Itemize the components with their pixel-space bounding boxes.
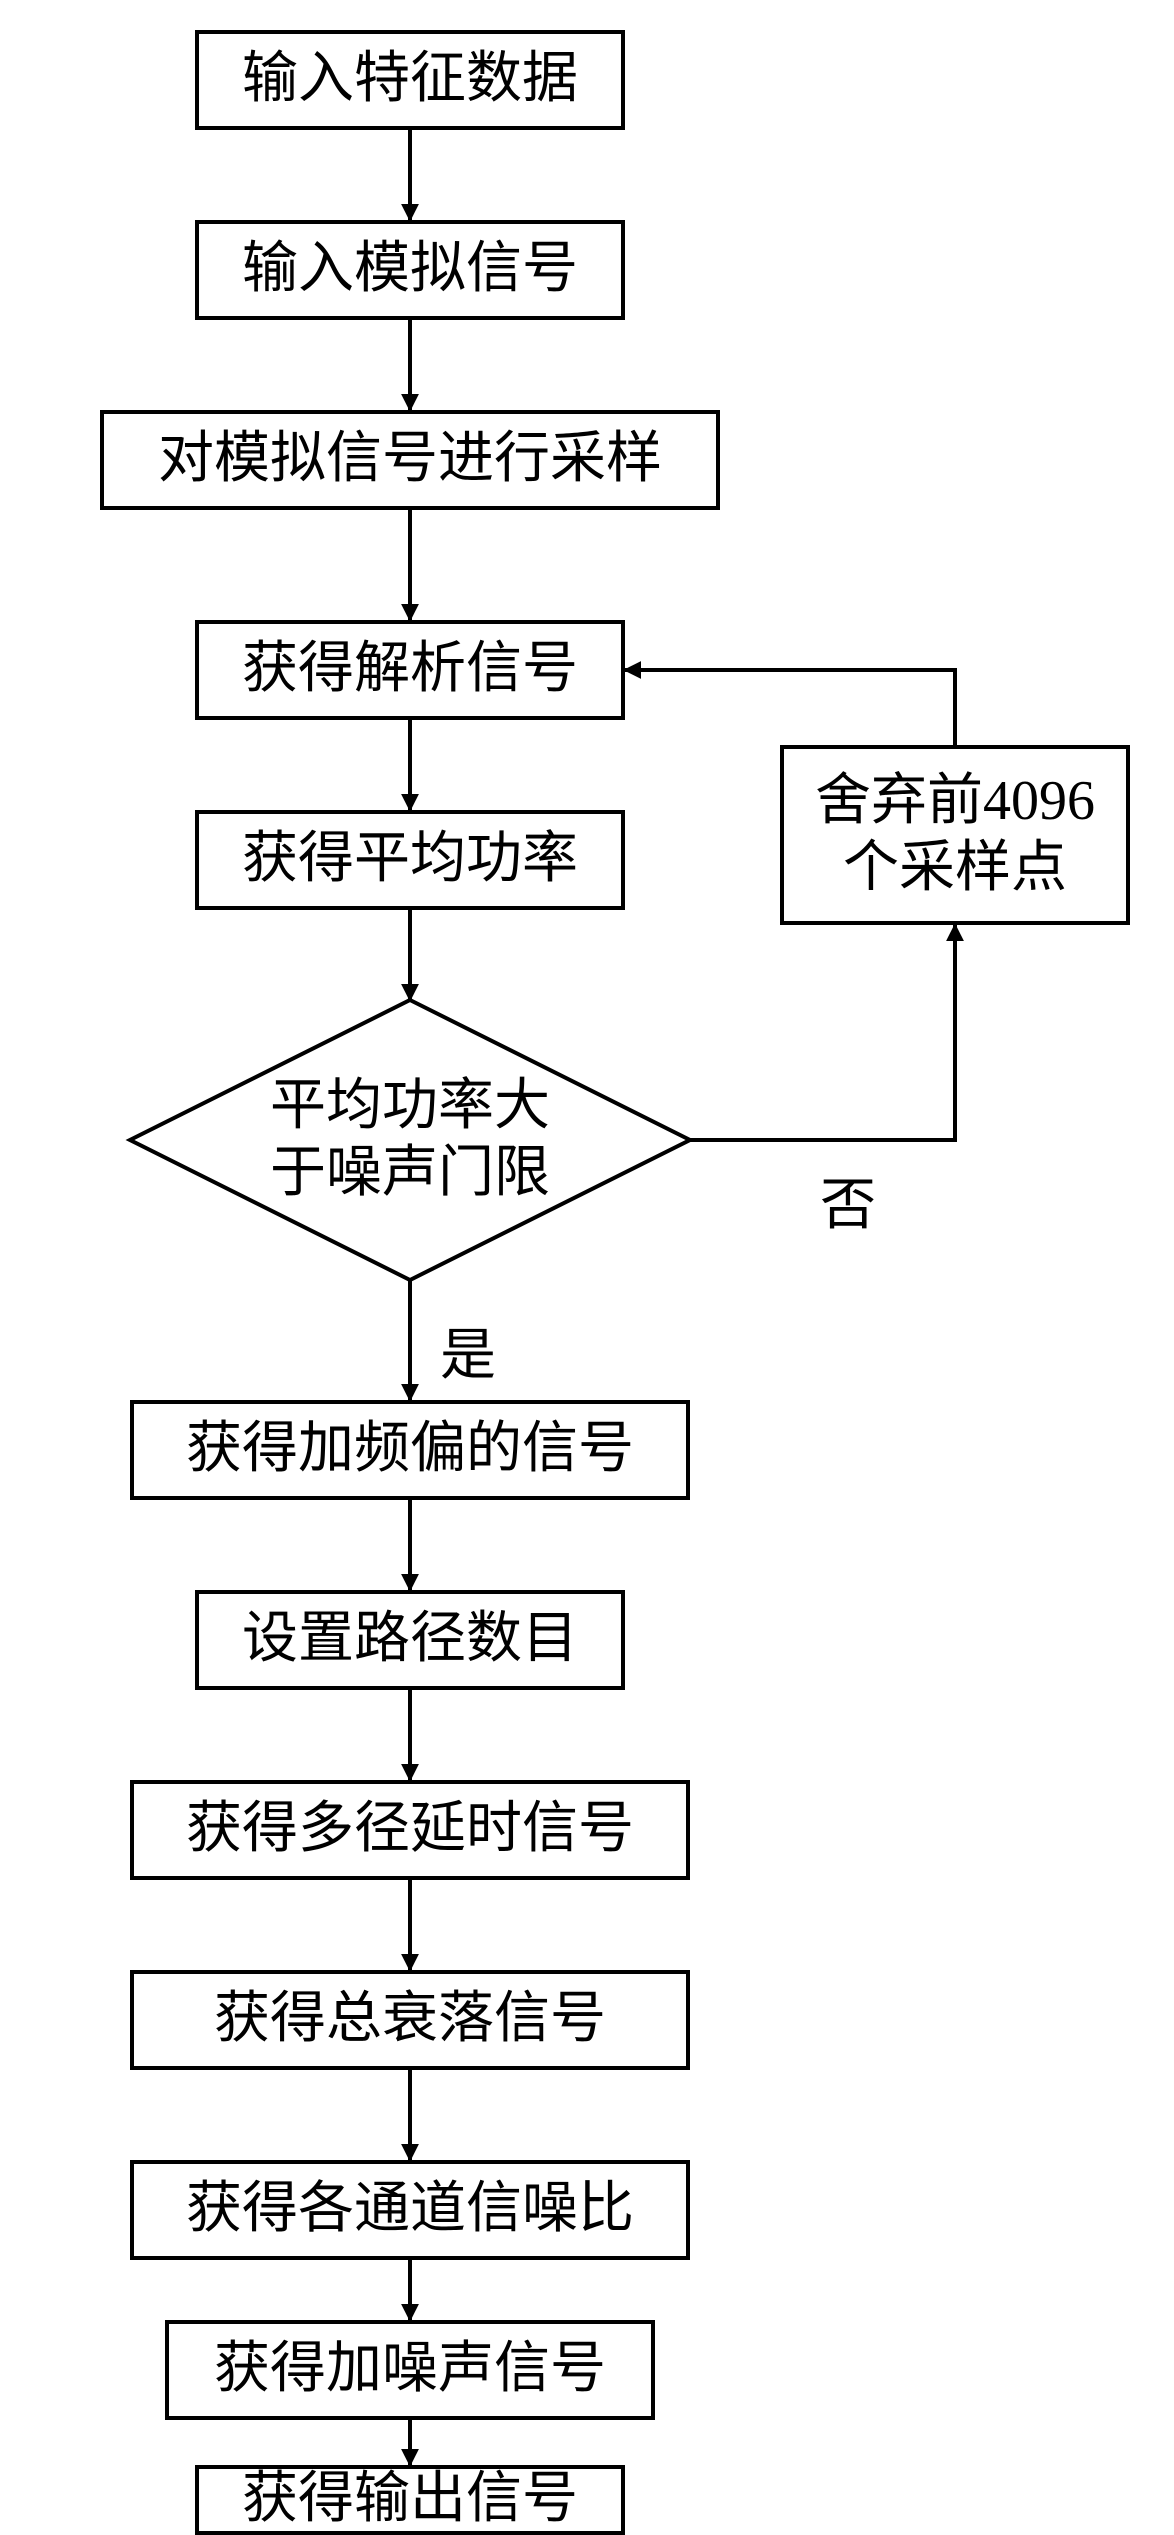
process-n3: 对模拟信号进行采样 xyxy=(100,410,720,510)
process-n6: 舍弃前4096 个采样点 xyxy=(780,745,1130,925)
node-label: 获得平均功率 xyxy=(242,826,578,893)
node-label: 获得各通道信噪比 xyxy=(186,2176,634,2243)
node-label: 获得加频偏的信号 xyxy=(186,1416,634,1483)
edge-label: 否 xyxy=(820,1160,876,1241)
node-label: 获得加噪声信号 xyxy=(214,2336,606,2403)
process-n12: 获得加噪声信号 xyxy=(165,2320,655,2420)
node-label: 对模拟信号进行采样 xyxy=(158,426,662,493)
node-label: 获得解析信号 xyxy=(242,636,578,703)
process-n11: 获得各通道信噪比 xyxy=(130,2160,690,2260)
node-label: 输入特征数据 xyxy=(242,46,578,113)
process-n8: 设置路径数目 xyxy=(195,1590,625,1690)
edge-label: 是 xyxy=(440,1310,496,1391)
process-n4: 获得解析信号 xyxy=(195,620,625,720)
node-label: 输入模拟信号 xyxy=(242,236,578,303)
node-label: 获得多径延时信号 xyxy=(186,1796,634,1863)
process-n13: 获得输出信号 xyxy=(195,2465,625,2535)
process-n5: 获得平均功率 xyxy=(195,810,625,910)
process-n1: 输入特征数据 xyxy=(195,30,625,130)
process-n2: 输入模拟信号 xyxy=(195,220,625,320)
process-n10: 获得总衰落信号 xyxy=(130,1970,690,2070)
node-label: 获得总衰落信号 xyxy=(214,1986,606,2053)
node-label: 获得输出信号 xyxy=(242,2466,578,2533)
node-label: 平均功率大 于噪声门限 xyxy=(270,1073,550,1207)
process-n7: 获得加频偏的信号 xyxy=(130,1400,690,1500)
decision-d1: 平均功率大 于噪声门限 xyxy=(130,1000,690,1280)
process-n9: 获得多径延时信号 xyxy=(130,1780,690,1880)
node-label: 设置路径数目 xyxy=(242,1606,578,1673)
node-label: 舍弃前4096 个采样点 xyxy=(815,768,1095,902)
